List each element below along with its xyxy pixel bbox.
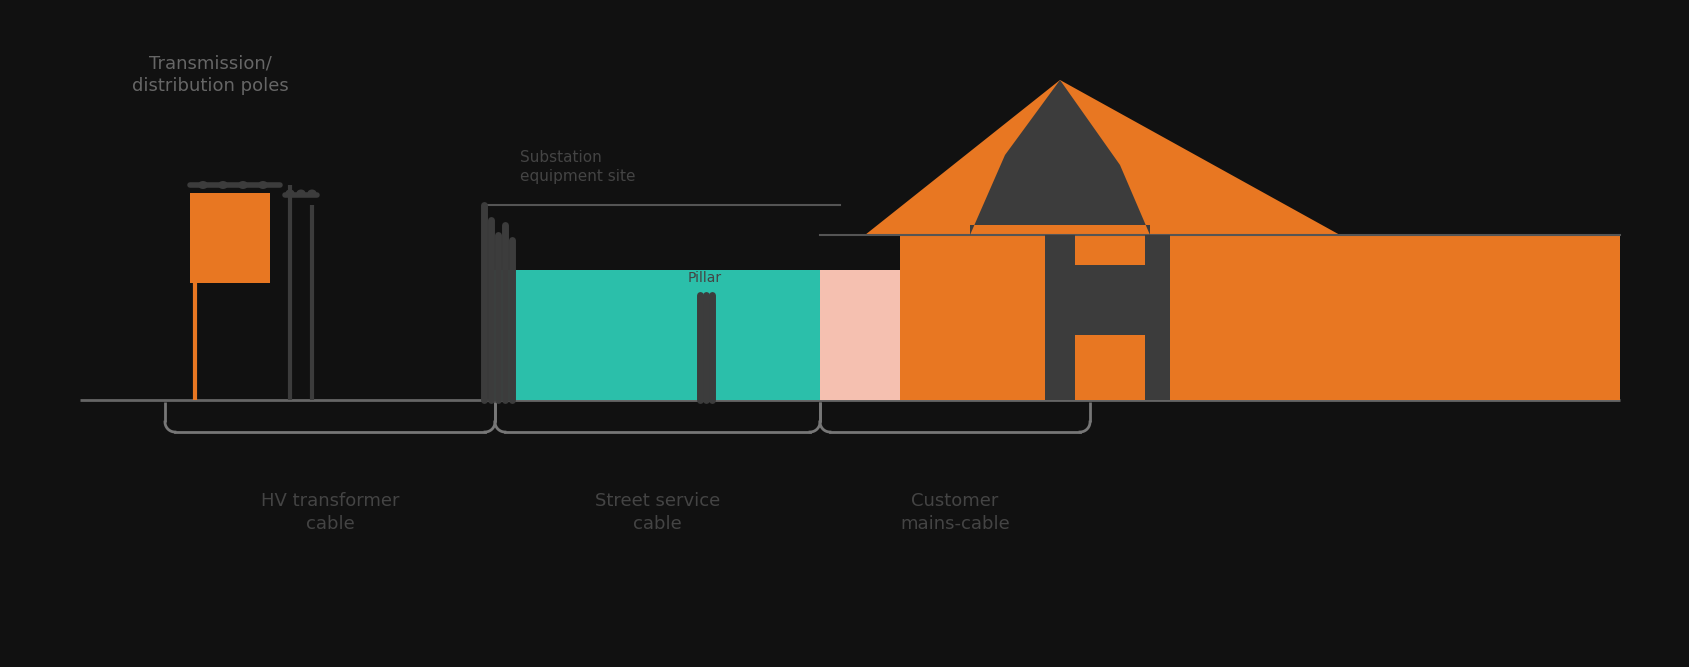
- Text: Substation
equipment site: Substation equipment site: [520, 150, 635, 183]
- Polygon shape: [865, 80, 1339, 235]
- Polygon shape: [969, 80, 1149, 235]
- Bar: [189, 193, 270, 283]
- Bar: [1044, 235, 1074, 400]
- Bar: [1145, 235, 1169, 400]
- Bar: [1074, 235, 1620, 400]
- Ellipse shape: [285, 189, 294, 197]
- Bar: [1054, 265, 1145, 335]
- Ellipse shape: [238, 181, 248, 189]
- Text: HV transformer
cable: HV transformer cable: [260, 492, 399, 533]
- Text: Street service
cable: Street service cable: [595, 492, 720, 533]
- Text: Pillar: Pillar: [687, 271, 721, 285]
- Ellipse shape: [307, 189, 316, 197]
- Ellipse shape: [218, 181, 228, 189]
- Text: Transmission/
distribution poles: Transmission/ distribution poles: [132, 55, 289, 95]
- Ellipse shape: [258, 181, 269, 189]
- Bar: [490, 270, 819, 400]
- Bar: [819, 270, 909, 400]
- Bar: [900, 235, 1044, 400]
- Ellipse shape: [198, 181, 208, 189]
- Ellipse shape: [296, 189, 306, 197]
- Text: Customer
mains-cable: Customer mains-cable: [900, 492, 1010, 533]
